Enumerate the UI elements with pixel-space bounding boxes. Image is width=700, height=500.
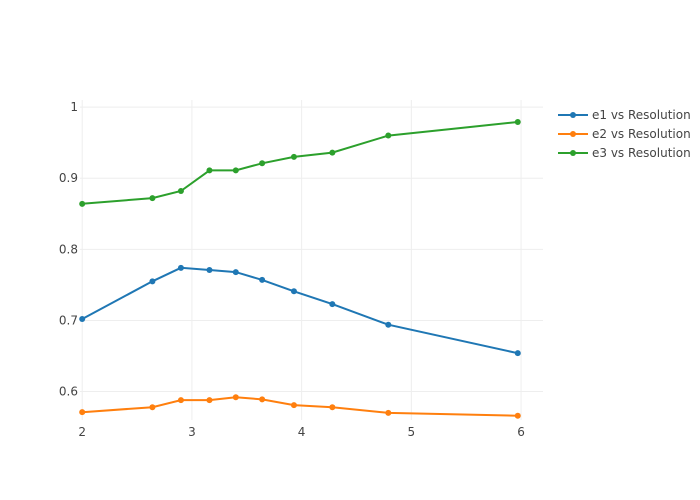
- legend-item[interactable]: e3 vs Resolution: [558, 146, 691, 160]
- legend-item[interactable]: e2 vs Resolution: [558, 127, 691, 141]
- series-line: [82, 396, 518, 417]
- data-point: [79, 409, 86, 416]
- legend-label: e1 vs Resolution: [592, 108, 691, 122]
- data-point: [385, 409, 392, 416]
- y-axis-ticks: 0.6 0.7 0.8 0.9 1: [59, 100, 78, 398]
- data-point: [177, 188, 184, 195]
- data-point: [514, 119, 521, 126]
- data-point: [177, 397, 184, 404]
- data-point: [232, 394, 239, 401]
- data-point: [79, 200, 86, 207]
- data-point: [206, 266, 213, 273]
- data-point: [149, 278, 156, 285]
- y-tick-label: 0.8: [59, 242, 78, 256]
- data-point: [329, 404, 336, 411]
- data-point: [259, 160, 266, 167]
- legend-label: e2 vs Resolution: [592, 127, 691, 141]
- data-point: [259, 276, 266, 283]
- data-point: [232, 167, 239, 174]
- data-point: [79, 316, 86, 323]
- series-1: [79, 264, 521, 357]
- data-point: [206, 397, 213, 404]
- series-2: [79, 394, 521, 419]
- x-tick-label: 2: [78, 425, 86, 439]
- data-point: [149, 195, 156, 202]
- legend-label: e3 vs Resolution: [592, 146, 691, 160]
- data-point: [514, 350, 521, 357]
- data-point: [206, 167, 213, 174]
- x-tick-label: 3: [188, 425, 196, 439]
- legend[interactable]: e1 vs Resolution e2 vs Resolution e3 vs Re…: [558, 108, 691, 160]
- data-point: [177, 264, 184, 271]
- y-tick-label: 1: [70, 100, 78, 114]
- data-point: [232, 269, 239, 276]
- data-point: [290, 288, 297, 295]
- legend-swatch-marker: [570, 131, 576, 137]
- series-3: [79, 119, 521, 207]
- data-point: [149, 404, 156, 411]
- data-point: [290, 402, 297, 409]
- plot-series: [79, 119, 521, 419]
- data-point: [385, 132, 392, 139]
- legend-item[interactable]: e1 vs Resolution: [558, 108, 691, 122]
- x-tick-label: 4: [298, 425, 306, 439]
- series-line: [81, 266, 519, 355]
- legend-swatch-marker: [570, 112, 576, 118]
- y-tick-label: 0.9: [59, 171, 78, 185]
- series-line: [82, 121, 518, 205]
- x-tick-label: 5: [408, 425, 416, 439]
- data-point: [385, 321, 392, 328]
- data-point: [329, 301, 336, 308]
- legend-swatch-marker: [570, 150, 576, 156]
- y-tick-label: 0.7: [59, 313, 78, 327]
- y-tick-label: 0.6: [59, 385, 78, 399]
- data-point: [514, 412, 521, 419]
- data-point: [290, 153, 297, 160]
- data-point: [259, 396, 266, 403]
- x-tick-label: 6: [517, 425, 525, 439]
- data-point: [329, 149, 336, 156]
- grid-lines: [80, 100, 543, 420]
- x-axis-ticks: 2 3 4 5 6: [78, 425, 525, 439]
